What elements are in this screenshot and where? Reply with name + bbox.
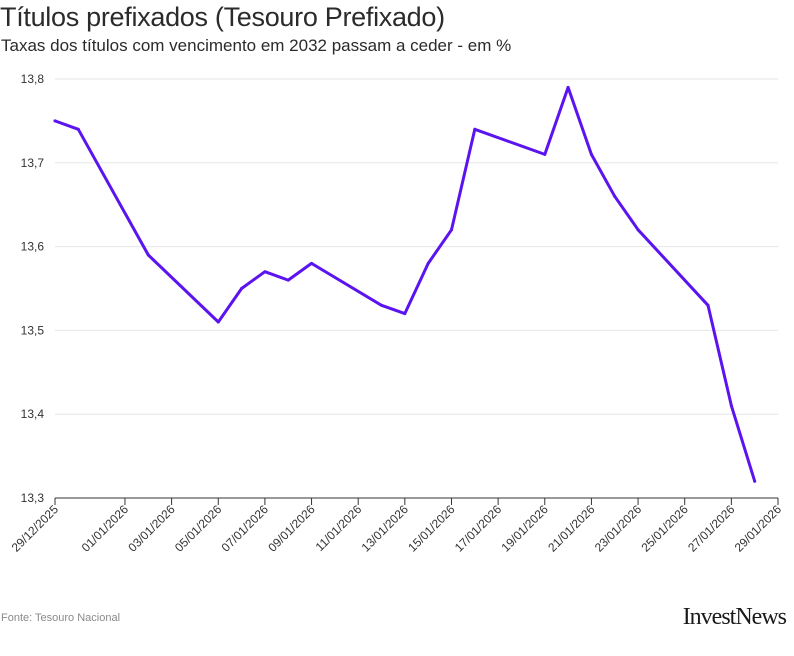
data-point: [473, 127, 477, 131]
data-point: [53, 119, 57, 123]
data-point: [449, 228, 453, 232]
x-tick-label: 07/01/2026: [219, 502, 272, 555]
data-point: [426, 261, 430, 265]
x-tick-label: 23/01/2026: [592, 502, 645, 555]
line-chart: 13,3 13,4 13,5 13,6 13,7 13,8 29/12/2025 01/01…: [9, 72, 785, 555]
x-tick-label: 21/01/2026: [545, 502, 598, 555]
x-tick-label: 17/01/2026: [452, 502, 505, 555]
x-tick-label: 29/12/2025: [9, 502, 62, 555]
data-point: [76, 127, 80, 131]
chart-subtitle: Taxas dos títulos com vencimento em 2032…: [1, 36, 512, 55]
data-point: [216, 320, 220, 324]
x-tick-label: 19/01/2026: [499, 502, 552, 555]
y-tick-label: 13,8: [21, 72, 45, 86]
data-point: [146, 253, 150, 257]
data-point: [589, 152, 593, 156]
gridlines: [55, 78, 778, 499]
data-point: [263, 270, 267, 274]
x-tick-label: 01/01/2026: [79, 502, 132, 555]
y-tick-label: 13,4: [21, 407, 45, 421]
data-point: [613, 194, 617, 198]
x-tick-label: 15/01/2026: [405, 502, 458, 555]
data-point: [380, 303, 384, 307]
series-line: [53, 85, 757, 483]
x-tick-label: 27/01/2026: [685, 502, 738, 555]
data-point: [403, 312, 407, 316]
series: [53, 85, 757, 483]
data-point: [753, 479, 757, 483]
x-tick-label: 09/01/2026: [265, 502, 318, 555]
y-axis: 13,3 13,4 13,5 13,6 13,7 13,8: [21, 72, 45, 505]
data-point: [543, 152, 547, 156]
x-tick-label: 29/01/2026: [732, 502, 785, 555]
x-axis: 29/12/2025 01/01/202603/01/202605/01/2026…: [9, 498, 785, 555]
data-point: [729, 404, 733, 408]
data-point: [566, 85, 570, 89]
x-tick-label: 11/01/2026: [313, 502, 365, 554]
y-tick-label: 13,5: [21, 323, 45, 337]
brand-logo: InvestNews: [682, 604, 787, 630]
chart-title: Títulos prefixados (Tesouro Prefixado): [0, 2, 445, 32]
y-tick-label: 13,3: [21, 491, 45, 505]
data-point: [310, 261, 314, 265]
source-note: Fonte: Tesouro Nacional: [1, 612, 121, 624]
y-tick-label: 13,7: [21, 156, 45, 170]
data-point: [286, 278, 290, 282]
x-tick-label: 13/01/2026: [359, 502, 412, 555]
data-point: [706, 303, 710, 307]
data-point: [240, 287, 244, 290]
data-point: [636, 228, 640, 232]
x-tick-label: 03/01/2026: [125, 502, 178, 555]
x-tick-label: 05/01/2026: [172, 502, 225, 555]
y-tick-label: 13,6: [21, 240, 45, 254]
x-tick-label: 25/01/2026: [638, 502, 691, 555]
